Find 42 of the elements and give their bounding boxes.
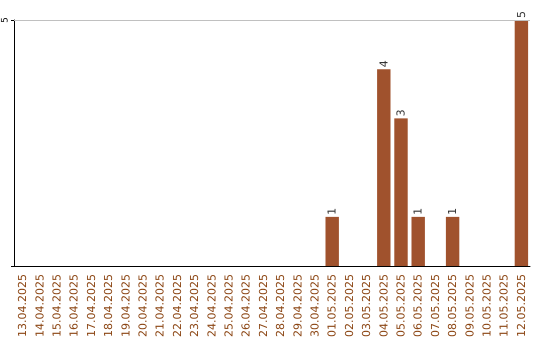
x-tick-label: 10.05.2025	[480, 274, 494, 338]
data-label: 4	[377, 60, 390, 68]
data-label: 1	[446, 208, 460, 215]
x-tick-label: 26.04.2025	[240, 274, 253, 338]
x-tick-label: 25.04.2025	[222, 274, 236, 338]
x-tick-label: 20.04.2025	[136, 274, 150, 338]
data-label: 5	[514, 11, 528, 18]
x-tick-label: 14.04.2025	[33, 274, 46, 338]
x-tick-label: 01.05.2025	[326, 274, 339, 338]
x-tick-label: 13.04.2025	[16, 274, 30, 338]
bar	[394, 118, 408, 266]
x-tick-label: 08.05.2025	[446, 274, 460, 338]
x-tick-label: 03.05.2025	[360, 274, 374, 338]
data-label: 1	[326, 208, 339, 215]
x-tick-label: 22.04.2025	[170, 274, 184, 338]
data-label: 3	[394, 109, 408, 116]
x-tick-label: 04.05.2025	[377, 274, 390, 338]
bar	[325, 216, 339, 266]
x-tick-label: 16.04.2025	[68, 274, 81, 338]
x-tick-label: 17.04.2025	[84, 274, 98, 338]
x-tick-label: 23.04.2025	[188, 274, 202, 338]
x-tick-label: 05.05.2025	[394, 274, 408, 338]
x-tick-label: 28.04.2025	[274, 274, 288, 338]
x-tick-label: 06.05.2025	[412, 274, 425, 338]
bar	[377, 69, 391, 266]
bar	[446, 216, 460, 266]
x-tick-label: 09.05.2025	[463, 274, 476, 338]
x-tick-label: 21.04.2025	[154, 274, 167, 338]
x-tick-label: 27.04.2025	[256, 274, 270, 338]
data-label: 1	[412, 208, 425, 215]
x-tick-label: 29.04.2025	[291, 274, 304, 338]
x-tick-label: 19.04.2025	[119, 274, 132, 338]
x-tick-label: 18.04.2025	[102, 274, 116, 338]
x-tick-label: 15.04.2025	[50, 274, 64, 338]
x-tick-label: 30.04.2025	[308, 274, 322, 338]
bar	[514, 20, 528, 266]
x-tick-label: 11.05.2025	[498, 274, 511, 338]
x-tick-label: 12.05.2025	[514, 274, 528, 338]
x-tick-label: 02.05.2025	[342, 274, 356, 338]
x-tick-label: 07.05.2025	[428, 274, 442, 338]
bar	[411, 216, 425, 266]
x-tick-label: 24.04.2025	[205, 274, 218, 338]
